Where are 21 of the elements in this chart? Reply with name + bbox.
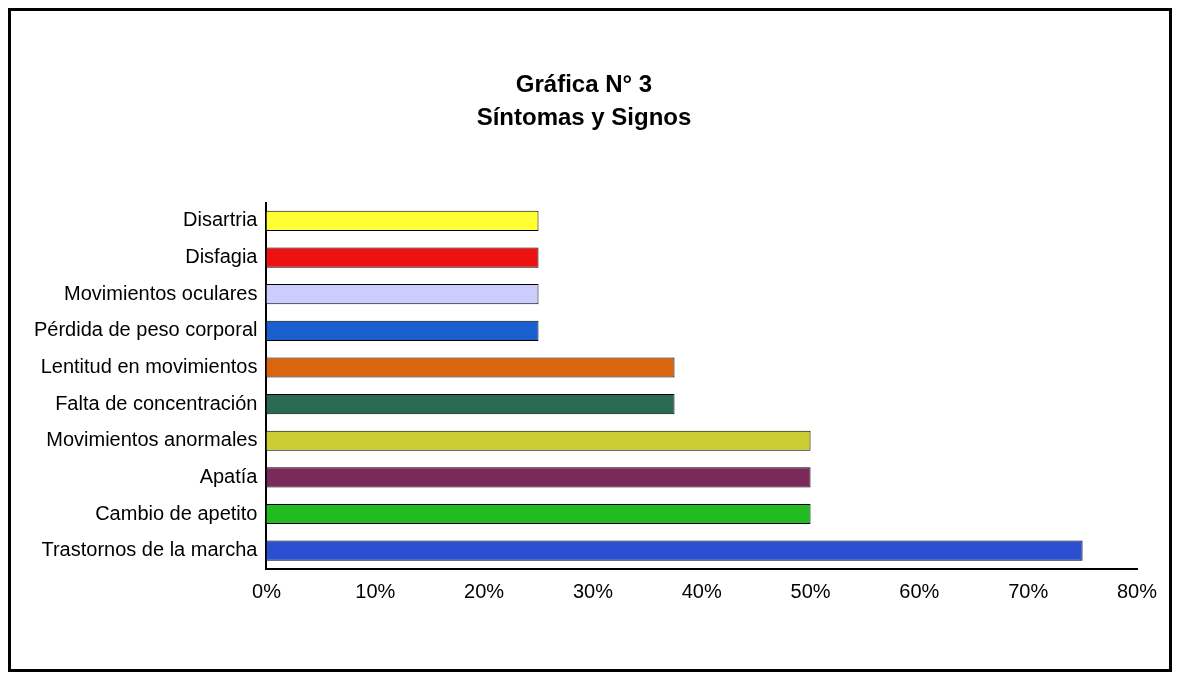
x-tick-label: 0%: [252, 579, 282, 602]
chart-title: Gráfica N° 3: [515, 70, 653, 98]
y-tick-label: Movimientos oculares: [64, 281, 258, 304]
y-tick-label: Disfagia: [185, 245, 259, 268]
y-tick-label: Trastornos de la marcha: [41, 538, 259, 561]
x-tick-label: 40%: [681, 579, 722, 602]
y-tick-label: Movimientos anormales: [46, 428, 258, 451]
y-tick-label: Disartria: [183, 208, 259, 231]
y-tick-label: Lentitud en movimientos: [40, 355, 258, 377]
x-tick-label: 50%: [790, 579, 831, 602]
y-tick-label: Cambio de apetito: [95, 501, 258, 524]
y-tick-label: Falta de concentración: [55, 391, 258, 414]
y-tick-label: Apatía: [199, 464, 259, 487]
y-tick-label: Pérdida de peso corporal: [33, 318, 258, 341]
x-tick-label: 70%: [1008, 579, 1049, 602]
x-tick-label: 20%: [464, 579, 505, 602]
x-tick-label: 60%: [899, 579, 940, 602]
x-tick-label: 10%: [355, 579, 396, 602]
chart-subtitle: Síntomas y Signos: [476, 102, 692, 130]
x-tick-label: 30%: [572, 579, 614, 602]
x-tick-label: 80%: [1116, 579, 1158, 602]
